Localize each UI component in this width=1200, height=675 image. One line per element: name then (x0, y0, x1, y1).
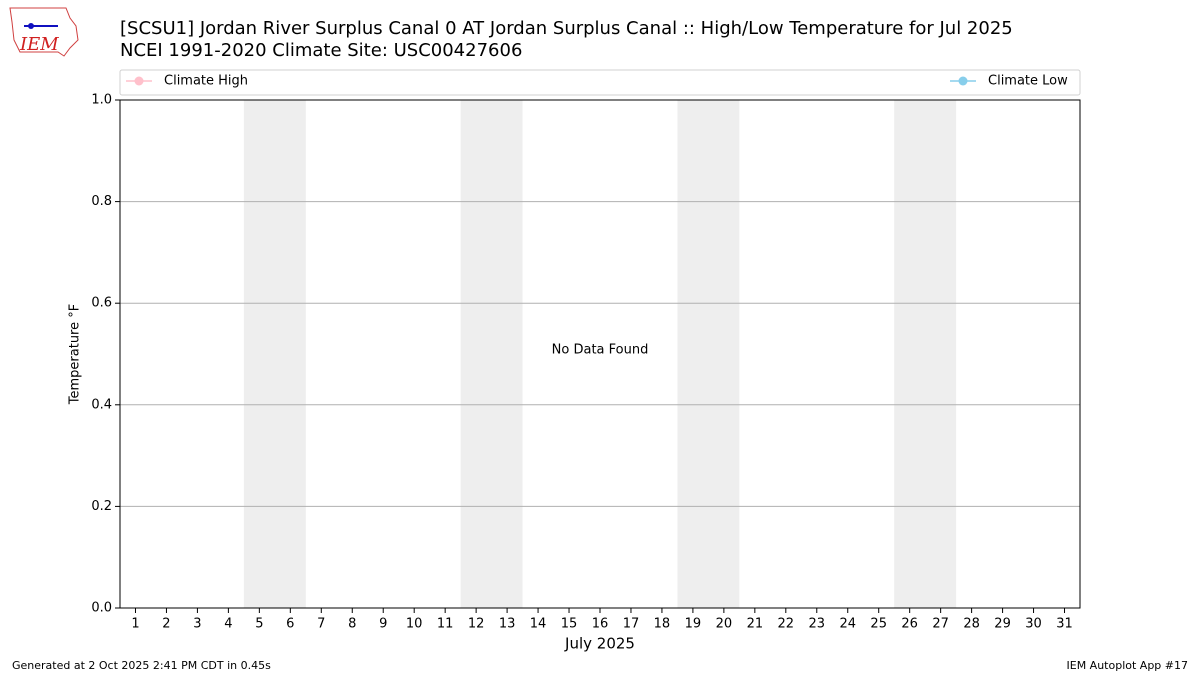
y-tick-label: 0.4 (91, 397, 112, 412)
x-tick-label: 18 (654, 617, 671, 632)
x-tick-label: 13 (499, 617, 516, 632)
y-axis-label: Temperature °F (68, 304, 83, 405)
x-tick-label: 8 (348, 617, 356, 632)
x-tick-label: 2 (162, 617, 170, 632)
x-tick-label: 20 (716, 617, 733, 632)
legend-marker (134, 76, 144, 86)
x-tick-label: 15 (561, 617, 578, 632)
x-tick-label: 10 (406, 617, 423, 632)
legend-marker (958, 76, 968, 86)
legend-label: Climate High (164, 74, 248, 89)
x-tick-label: 31 (1056, 617, 1073, 632)
x-tick-label: 19 (685, 617, 702, 632)
chart-subtitle: NCEI 1991-2020 Climate Site: USC00427606 (120, 40, 522, 61)
x-tick-label: 21 (747, 617, 764, 632)
x-tick-label: 30 (1025, 617, 1042, 632)
x-tick-label: 24 (839, 617, 856, 632)
x-tick-label: 28 (963, 617, 980, 632)
x-tick-label: 26 (901, 617, 918, 632)
y-tick-label: 0.6 (91, 296, 112, 311)
logo-icon (28, 23, 34, 29)
x-tick-label: 3 (193, 617, 201, 632)
x-tick-label: 17 (623, 617, 640, 632)
x-tick-label: 25 (870, 617, 887, 632)
logo-outline (9, 7, 79, 57)
footer-right: IEM Autoplot App #17 (1067, 659, 1189, 672)
legend-box (119, 69, 1081, 96)
y-tick-label: 1.0 (91, 93, 112, 108)
logo: IEM (9, 7, 79, 57)
x-tick-label: 23 (809, 617, 826, 632)
annotation: No Data Found (552, 343, 649, 358)
footer-left: Generated at 2 Oct 2025 2:41 PM CDT in 0… (12, 659, 271, 672)
legend-label: Climate Low (988, 74, 1068, 89)
x-axis-label: July 2025 (564, 635, 635, 653)
x-tick-label: 14 (530, 617, 547, 632)
x-tick-label: 4 (224, 617, 232, 632)
y-tick-label: 0.2 (91, 499, 112, 514)
x-tick-label: 12 (468, 617, 485, 632)
logo-text: IEM (19, 34, 59, 55)
y-tick-label: 0.0 (91, 601, 112, 616)
weekend-band (677, 100, 740, 608)
weekend-band (894, 100, 957, 608)
x-tick-label: 1 (131, 617, 139, 632)
x-tick-label: 6 (286, 617, 294, 632)
weekend-band (243, 100, 306, 608)
x-tick-label: 7 (317, 617, 325, 632)
x-tick-label: 11 (437, 617, 454, 632)
x-tick-label: 5 (255, 617, 263, 632)
plot-frame (119, 99, 1081, 609)
x-tick-label: 29 (994, 617, 1011, 632)
x-tick-label: 9 (379, 617, 387, 632)
x-tick-label: 16 (592, 617, 609, 632)
x-tick-label: 22 (778, 617, 795, 632)
x-tick-label: 27 (932, 617, 949, 632)
chart-title: [SCSU1] Jordan River Surplus Canal 0 AT … (120, 18, 1013, 39)
y-tick-label: 0.8 (91, 194, 112, 209)
weekend-band (460, 100, 523, 608)
